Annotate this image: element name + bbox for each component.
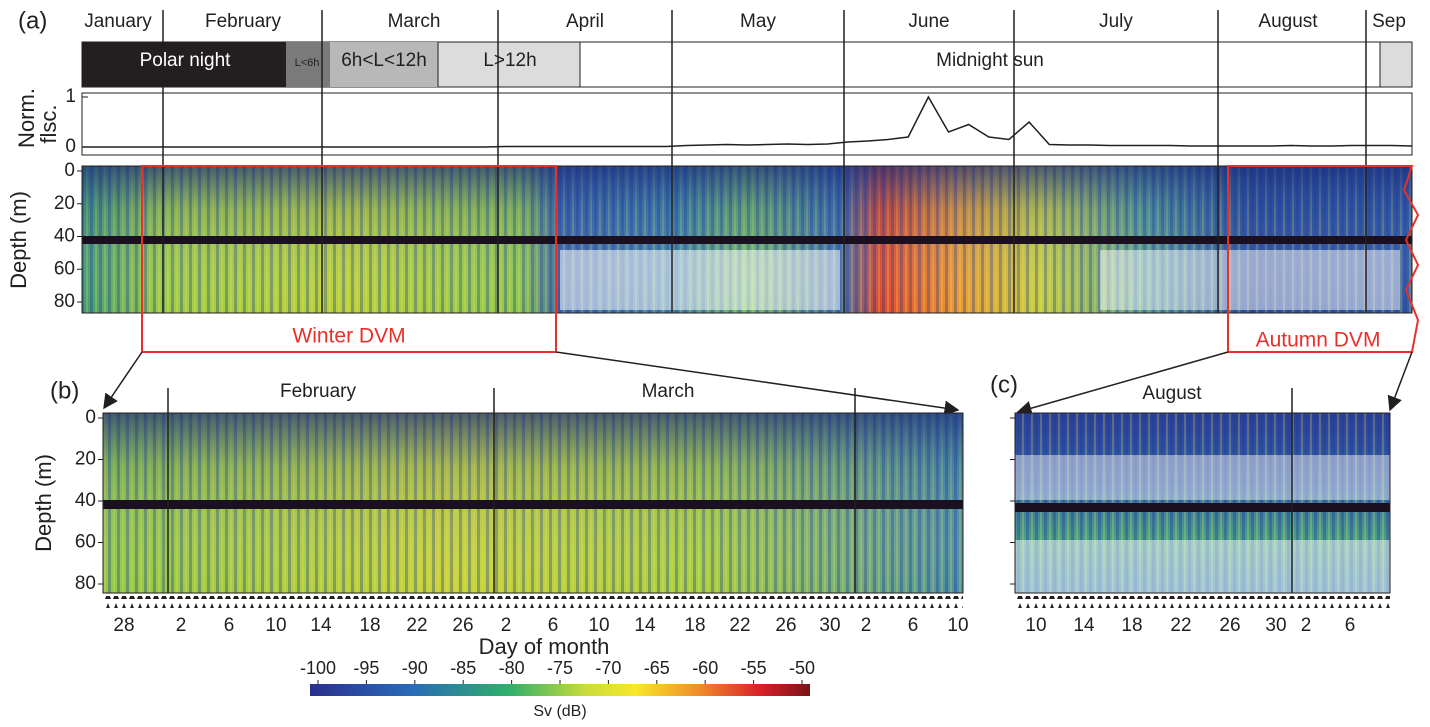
light-label: Polar night [140, 50, 232, 71]
colorbar-tick-label: -70 [595, 658, 621, 678]
month-label: March [642, 381, 695, 402]
month-separators [162, 10, 1367, 313]
day-label: 26 [452, 615, 473, 636]
y-tick-label: 1 [65, 86, 76, 107]
panel-label: (a) [18, 7, 47, 34]
day-label: 28 [113, 615, 134, 636]
light-bar [81, 41, 1413, 88]
x-label: Day of month [479, 634, 610, 659]
month-label: February [280, 381, 357, 402]
month-label: August [1258, 11, 1318, 32]
y-tick-label: 0 [64, 160, 75, 181]
day-label: 14 [1073, 615, 1095, 636]
y-tick-label: 20 [54, 193, 75, 214]
colorbar-label: Sv (dB) [533, 703, 586, 720]
day-label: 2 [1301, 615, 1312, 636]
colorbar-tick-label: -50 [789, 658, 815, 678]
month-label: May [740, 11, 776, 32]
light-label: Midnight sun [936, 50, 1044, 71]
month-label: January [84, 11, 152, 32]
day-label: 30 [1265, 615, 1286, 636]
colorbar-tick-label: -60 [692, 658, 718, 678]
month-label: April [566, 11, 604, 32]
y-label: flsc. [36, 104, 61, 143]
day-label: 14 [634, 615, 656, 636]
month-label: February [205, 11, 282, 32]
day-label: 14 [310, 615, 332, 636]
colorbar-tick-label: -100 [300, 658, 336, 678]
y-tick-label: 80 [54, 291, 75, 312]
colorbar-tick-label: -65 [644, 658, 670, 678]
colorbar-tick-label: -75 [547, 658, 573, 678]
day-label: 22 [1170, 615, 1191, 636]
box-label: Autumn DVM [1256, 329, 1381, 352]
box-label: Winter DVM [292, 325, 405, 348]
light-label: L>12h [483, 50, 536, 71]
month-label: March [388, 11, 441, 32]
day-label: 18 [359, 615, 380, 636]
month-label: Sep [1372, 11, 1406, 32]
colorbar-tick-label: -55 [741, 658, 767, 678]
day-label: 2 [501, 615, 512, 636]
day-label: 2 [861, 615, 872, 636]
day-label: 10 [947, 615, 968, 636]
day-label: 6 [548, 615, 559, 636]
colorbar-tick-label: -80 [499, 658, 525, 678]
day-label: 6 [908, 615, 919, 636]
day-label: 22 [406, 615, 427, 636]
y-tick-label: 20 [75, 449, 96, 470]
y-tick-label: 60 [54, 258, 75, 279]
colorbar-tick-label: -85 [450, 658, 476, 678]
day-label: 18 [1121, 615, 1142, 636]
y-tick-label: 80 [75, 573, 96, 594]
day-label: 6 [224, 615, 235, 636]
day-label: 10 [588, 615, 609, 636]
day-label: 30 [819, 615, 840, 636]
day-label: 6 [1345, 615, 1356, 636]
echogram-b [102, 388, 964, 608]
panel-label: (c) [990, 371, 1018, 398]
day-label: 10 [1025, 615, 1046, 636]
colorbar [310, 684, 810, 696]
y-tick-label: 40 [54, 226, 75, 247]
echogram-c [1014, 388, 1391, 608]
light-label: 6h<L<12h [341, 50, 427, 71]
y-tick-label: 0 [65, 136, 76, 157]
zoom-arrows [103, 351, 1413, 416]
day-label: 2 [176, 615, 187, 636]
panel-label: (b) [50, 377, 79, 404]
month-label: June [908, 11, 949, 32]
y-tick-label: 40 [75, 490, 96, 511]
echogram-a [81, 165, 1413, 314]
colorbar-tick-label: -95 [353, 658, 379, 678]
y-label: Norm. [14, 88, 39, 148]
day-label: 10 [265, 615, 286, 636]
day-label: 26 [1219, 615, 1240, 636]
day-label: 22 [729, 615, 750, 636]
y-label: Depth (m) [6, 191, 31, 289]
y-label: Depth (m) [31, 454, 56, 552]
fluorescence-line [82, 95, 1413, 148]
month-label: July [1099, 11, 1133, 32]
light-label: L<6h [295, 57, 320, 69]
dvm-box [141, 165, 1420, 353]
day-label: 26 [775, 615, 796, 636]
day-label: 18 [684, 615, 705, 636]
y-tick-label: 60 [75, 532, 96, 553]
month-label: August [1142, 383, 1202, 404]
colorbar-tick-label: -90 [402, 658, 428, 678]
y-tick-label: 0 [85, 407, 96, 428]
